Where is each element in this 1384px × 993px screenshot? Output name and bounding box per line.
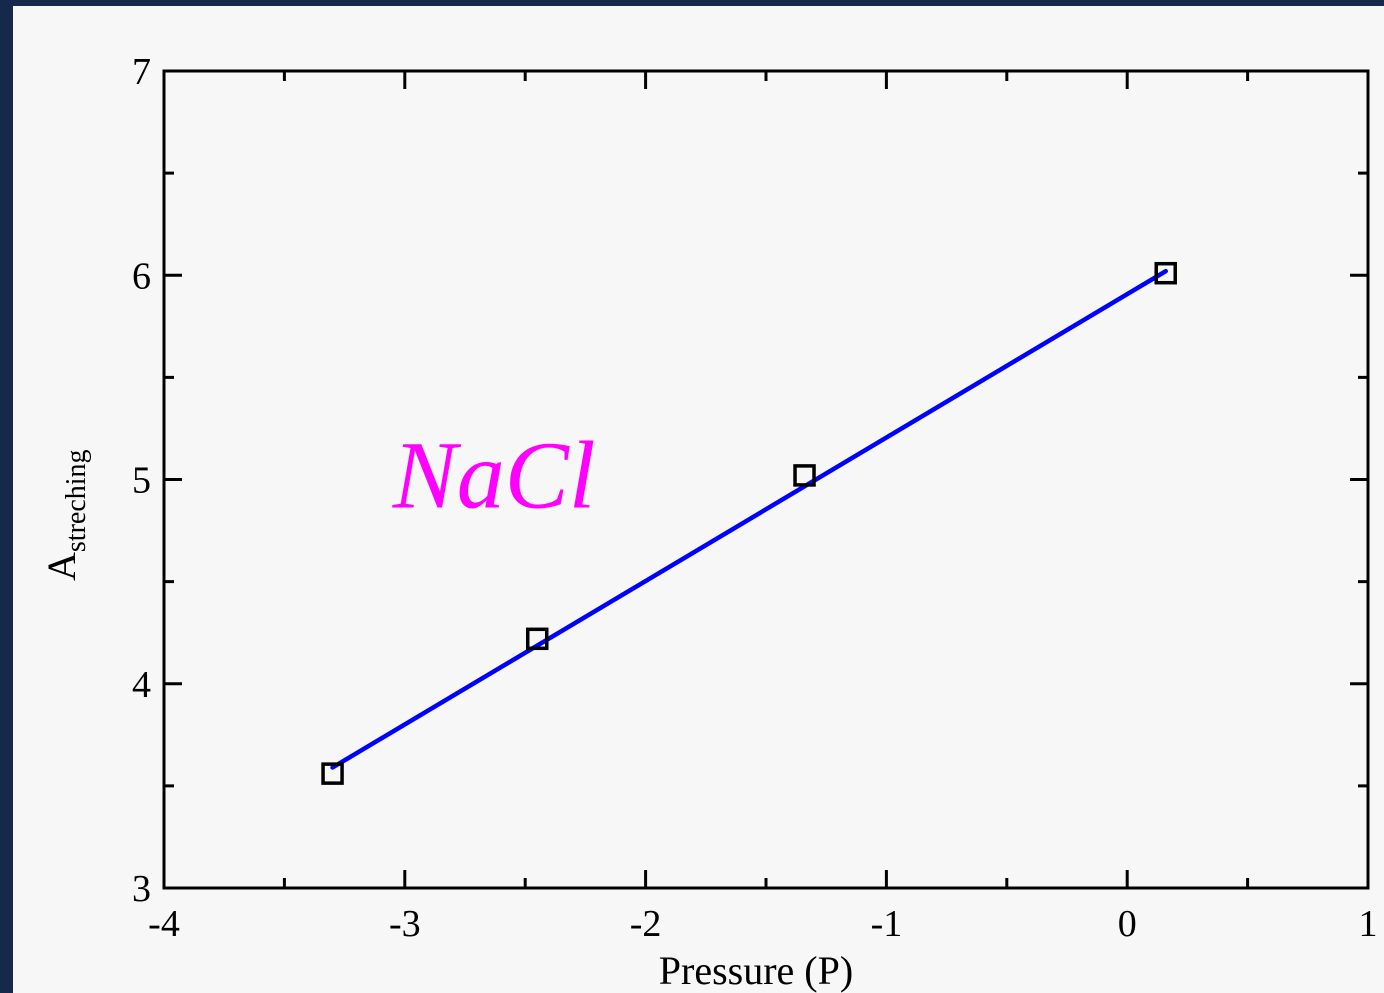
y-tick-label: 4 — [132, 664, 151, 706]
data-point — [1154, 261, 1177, 285]
data-markers — [321, 261, 1177, 785]
data-point — [321, 762, 344, 785]
y-axis-title: Astreching — [39, 449, 92, 581]
fit-line — [330, 268, 1168, 770]
x-axis-title: Pressure (P) — [659, 948, 853, 993]
chart-panel: -4 -3 -2 -1 0 1 3 4 5 6 7 NaCl Pressure (P) Astre… — [13, 6, 1384, 993]
y-tick-label: 5 — [132, 460, 151, 502]
data-point — [525, 627, 549, 651]
x-tick-label: -1 — [871, 903, 903, 945]
y-axis-title-main: A — [39, 552, 84, 581]
y-tick-label: 7 — [132, 51, 151, 93]
x-tick-label: -2 — [630, 903, 662, 945]
x-tick-label: -3 — [389, 903, 421, 945]
x-tick-label: 0 — [1118, 903, 1137, 945]
plot-area — [162, 69, 1370, 890]
y-tick-labels: 3 4 5 6 7 — [132, 51, 151, 910]
y-tick-label: 3 — [132, 868, 151, 910]
x-tick-label: 1 — [1359, 903, 1378, 945]
axis-ticks — [162, 69, 1370, 890]
x-tick-labels: -4 -3 -2 -1 0 1 — [148, 903, 1377, 945]
chart: -4 -3 -2 -1 0 1 3 4 5 6 7 NaCl Pressure (P) Astre… — [39, 51, 1378, 993]
y-tick-label: 6 — [132, 255, 151, 297]
annotation-nacl: NaCl — [392, 422, 596, 529]
x-tick-label: -4 — [148, 903, 180, 945]
data-point — [793, 464, 816, 487]
y-axis-title-subscript: streching — [61, 449, 92, 552]
